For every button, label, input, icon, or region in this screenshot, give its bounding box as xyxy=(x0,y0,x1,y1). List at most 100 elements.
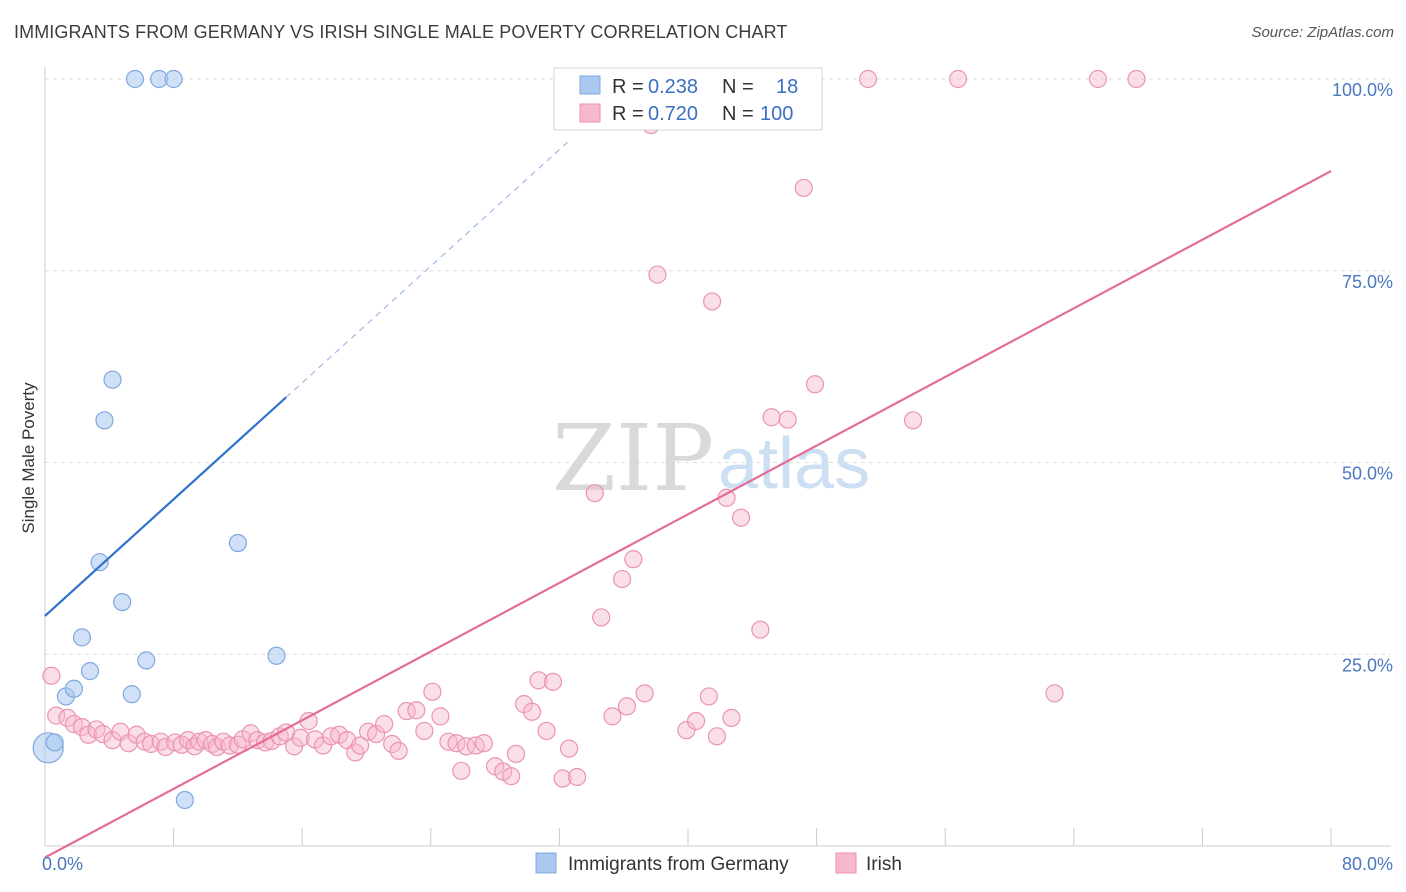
irish-point xyxy=(415,721,434,741)
germany-trendline xyxy=(44,396,287,617)
irish-point xyxy=(948,69,968,89)
irish-point xyxy=(603,707,622,726)
irish-point xyxy=(506,744,526,764)
irish-point xyxy=(291,728,310,747)
irish-point xyxy=(537,721,556,741)
bottom-legend-label-irish: Irish xyxy=(866,854,902,875)
irish-point xyxy=(452,761,471,780)
irish-point xyxy=(903,411,923,430)
germany-point xyxy=(175,790,194,810)
irish-point xyxy=(624,550,643,569)
bottom-legend-swatch-blue xyxy=(535,852,557,874)
irish-point xyxy=(228,735,247,754)
irish-point xyxy=(47,706,66,725)
watermark-atlas: atlas xyxy=(718,424,870,504)
irish-point xyxy=(1127,69,1146,89)
legend-r-value-blue: 0.238 xyxy=(648,76,698,98)
irish-point xyxy=(543,672,563,691)
irish-point xyxy=(457,737,476,756)
irish-point xyxy=(699,687,718,706)
x-tick-label: 80.0% xyxy=(1342,854,1393,874)
trendlines xyxy=(44,141,1332,859)
irish-point xyxy=(592,608,611,627)
irish-point xyxy=(559,739,579,758)
irish-point xyxy=(794,178,813,198)
germany-trendline-extension xyxy=(285,141,568,398)
irish-point xyxy=(1045,684,1064,703)
irish-point xyxy=(762,408,781,427)
y-tick-labels: 25.0% 50.0% 75.0% 100.0% xyxy=(1332,80,1393,675)
irish-trendline xyxy=(44,170,1332,859)
legend-swatch-blue xyxy=(579,75,601,95)
irish-point xyxy=(397,701,416,721)
irish-point xyxy=(707,727,727,746)
watermark: ZIP atlas xyxy=(552,405,870,512)
irish-point xyxy=(407,701,426,720)
irish-point xyxy=(156,737,175,757)
irish-point xyxy=(431,707,450,726)
irish-point xyxy=(648,265,667,284)
irish-point xyxy=(722,708,741,728)
irish-point xyxy=(617,697,637,716)
germany-point xyxy=(122,685,141,704)
irish-point xyxy=(686,711,706,731)
irish-point xyxy=(350,736,370,755)
irish-point xyxy=(151,732,170,751)
irish-point xyxy=(203,734,222,754)
irish-point xyxy=(93,724,112,744)
y-tick-label: 100.0% xyxy=(1332,80,1393,100)
irish-point xyxy=(805,375,825,394)
germany-point xyxy=(113,592,132,612)
legend-n-value-pink: 100 xyxy=(760,103,793,125)
germany-point xyxy=(103,370,122,389)
germany-point xyxy=(80,662,100,681)
germany-point xyxy=(125,69,145,89)
germany-point xyxy=(228,533,247,553)
legend-n-label-blue: N = xyxy=(722,76,754,98)
axes xyxy=(44,67,1391,847)
chart-title: IMMIGRANTS FROM GERMANY VS IRISH SINGLE … xyxy=(14,22,788,42)
irish-point xyxy=(731,508,751,527)
irish-point xyxy=(612,569,632,589)
irish-point xyxy=(677,721,696,740)
irish-point xyxy=(635,684,654,703)
irish-point xyxy=(522,702,542,721)
legend-n-value-blue: 18 xyxy=(776,76,798,98)
germany-point xyxy=(95,411,114,430)
bottom-legend-label-germany: Immigrants from Germany xyxy=(568,854,789,875)
irish-point xyxy=(751,620,770,639)
y-tick-label: 50.0% xyxy=(1342,464,1393,484)
source-label: Source: ZipAtlas.com xyxy=(1251,24,1394,41)
y-tick-label: 25.0% xyxy=(1342,655,1393,675)
germany-point xyxy=(137,651,156,670)
legend-r-label-pink: R = xyxy=(612,103,644,125)
legend-r-label-blue: R = xyxy=(612,76,644,98)
gridlines xyxy=(45,78,1391,655)
watermark-zip: ZIP xyxy=(552,405,714,512)
irish-point xyxy=(502,767,521,786)
germany-points xyxy=(32,69,286,810)
irish-point xyxy=(553,769,572,788)
irish-point xyxy=(375,714,394,734)
irish-point xyxy=(1088,69,1108,89)
irish-point xyxy=(474,734,493,753)
irish-point xyxy=(423,682,442,701)
correlation-legend: R = 0.238 N = 18 R = 0.720 N = 100 xyxy=(553,67,823,131)
legend-n-label-pink: N = xyxy=(722,103,754,125)
irish-point xyxy=(529,671,548,690)
irish-point xyxy=(241,724,260,743)
y-axis-label: Single Male Poverty xyxy=(19,382,38,534)
irish-point xyxy=(389,741,408,760)
irish-point xyxy=(858,69,878,89)
irish-point xyxy=(87,720,106,739)
germany-point xyxy=(90,553,109,572)
irish-points xyxy=(42,69,1146,788)
legend-swatch-pink xyxy=(579,103,601,123)
bottom-legend-swatch-pink xyxy=(835,852,857,874)
x-tick-labels: 0.0% 80.0% xyxy=(42,854,1393,874)
germany-point xyxy=(164,69,183,89)
irish-point xyxy=(703,292,722,311)
irish-point xyxy=(383,734,402,754)
germany-point xyxy=(45,733,64,752)
